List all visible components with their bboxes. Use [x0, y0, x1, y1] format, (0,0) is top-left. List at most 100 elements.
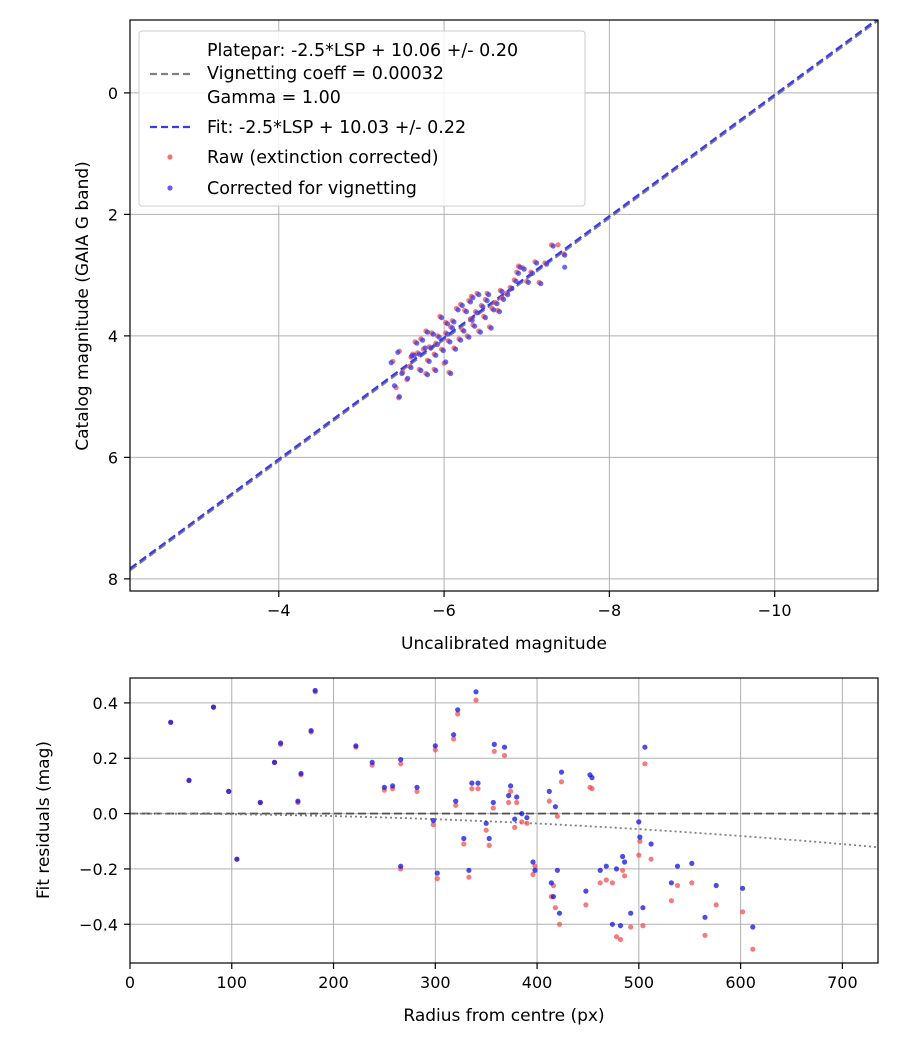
corrected-data-point — [505, 292, 511, 298]
raw-data-point — [637, 838, 643, 844]
raw-data-point — [740, 909, 746, 915]
corrected-data-point — [642, 744, 648, 750]
corrected-data-point — [451, 319, 457, 325]
corrected-data-point — [210, 704, 217, 710]
corrected-data-point — [562, 264, 568, 270]
raw-data-point — [556, 921, 563, 927]
raw-data-point — [617, 936, 624, 943]
corrected-data-point — [226, 788, 232, 795]
corrected-data-point — [416, 351, 422, 357]
corrected-data-point — [513, 278, 519, 284]
raw-data-point — [640, 923, 646, 929]
raw-data-point — [486, 842, 492, 849]
corrected-data-point — [609, 921, 616, 927]
corrected-data-point — [428, 345, 434, 351]
raw-data-point — [648, 856, 654, 862]
legend-corrected-text: Corrected for vignetting — [207, 179, 417, 199]
corrected-data-point — [470, 295, 476, 301]
raw-data-point — [622, 873, 628, 879]
raw-data-point — [668, 898, 675, 904]
corrected-data-point — [501, 744, 508, 750]
corrected-data-point — [257, 799, 263, 806]
raw-data-point — [702, 932, 708, 938]
bottom-panel: 0 100 200 300 400 500 600 700 −0.4 −0.2 0.0 0.2 0.4… — [34, 677, 879, 1026]
corrected-data-point — [484, 298, 490, 304]
corrected-data-point — [466, 334, 472, 340]
raw-data-point — [555, 242, 561, 248]
top-x-tick-label: −10 — [758, 601, 792, 620]
corrected-data-point — [550, 894, 557, 900]
corrected-data-point — [434, 870, 440, 876]
corrected-data-point — [168, 719, 174, 725]
photometric-fit-line — [130, 20, 878, 570]
bot-x-tick-label: 400 — [522, 973, 553, 992]
top-x-tick-label: −6 — [432, 601, 456, 620]
platepar-fit-line — [130, 20, 878, 572]
corrected-data-point — [271, 759, 278, 766]
legend-raw-text: Raw (extinction corrected) — [207, 148, 439, 168]
corrected-data-point — [508, 783, 514, 789]
corrected-data-point — [517, 264, 523, 270]
bottom-grid — [129, 678, 878, 963]
corrected-data-point — [546, 788, 552, 795]
corrected-data-point — [530, 859, 536, 865]
raw-data-point — [414, 788, 420, 795]
corrected-data-point — [483, 820, 489, 826]
corrected-data-point — [628, 910, 634, 916]
raw-data-point — [554, 813, 561, 819]
corrected-data-point — [562, 252, 568, 258]
corrected-data-point — [472, 323, 478, 329]
corrected-data-point — [440, 347, 446, 354]
bottom-x-axis-label: Radius from centre (px) — [403, 1006, 604, 1026]
corrected-data-point — [443, 359, 449, 365]
corrected-data-point — [499, 288, 505, 295]
top-x-axis-label: Uncalibrated magnitude — [401, 634, 607, 654]
corrected-data-point — [491, 307, 497, 313]
corrected-data-point — [524, 815, 530, 821]
corrected-data-point — [617, 923, 624, 929]
corrected-data-point — [455, 707, 461, 713]
legend-platepar-text-line-3: Gamma = 1.00 — [207, 88, 341, 108]
bottom-y-axis-label: Fit residuals (mag) — [34, 741, 54, 899]
raw-data-point — [453, 802, 459, 808]
corrected-data-point — [689, 860, 695, 867]
corrected-data-point — [186, 777, 192, 784]
bot-x-tick-label: 500 — [624, 973, 655, 992]
raw-data-point — [430, 822, 436, 828]
raw-data-point — [473, 697, 479, 703]
bot-x-tick-label: 700 — [827, 973, 858, 992]
corrected-data-point — [461, 328, 467, 334]
corrected-data-point — [312, 687, 318, 694]
corrected-data-point — [439, 315, 445, 321]
bot-y-tick-label: 0.4 — [93, 694, 118, 713]
corrected-data-point — [538, 281, 544, 287]
corrected-data-point — [434, 341, 441, 347]
corrected-data-point — [447, 339, 453, 345]
corrected-data-point — [408, 364, 414, 371]
raw-data-point — [713, 902, 719, 908]
legend-raw-marker-icon — [167, 154, 173, 160]
corrected-data-point — [391, 383, 398, 389]
corrected-data-point — [381, 784, 387, 790]
corrected-data-point — [426, 358, 432, 364]
corrected-data-point — [433, 367, 439, 374]
corrected-data-point — [474, 310, 480, 316]
bot-y-tick-label: 0.2 — [93, 749, 118, 768]
top-y-ticks: 0 2 4 6 8 — [108, 84, 130, 589]
top-x-ticks: −4 −6 −8 −10 — [267, 591, 792, 620]
legend-platepar-text-line-2: Vignetting coeff = 0.00032 — [207, 64, 444, 84]
corrected-data-point — [491, 741, 497, 748]
corrected-data-point — [466, 867, 472, 873]
corrected-data-point — [353, 743, 359, 749]
corrected-data-point — [422, 345, 428, 351]
corrected-data-point — [295, 798, 301, 804]
corrected-data-point — [449, 325, 455, 331]
corrected-data-point — [469, 780, 475, 786]
corrected-data-point — [554, 867, 561, 873]
top-axes-frame — [129, 19, 879, 592]
raw-data-point — [552, 905, 559, 911]
corrected-data-point — [399, 370, 405, 377]
raw-data-point — [589, 786, 595, 792]
legend-platepar-text-line-1: Platepar: -2.5*LSP + 10.06 +/- 0.20 — [207, 41, 518, 61]
corrected-data-point — [476, 292, 482, 298]
